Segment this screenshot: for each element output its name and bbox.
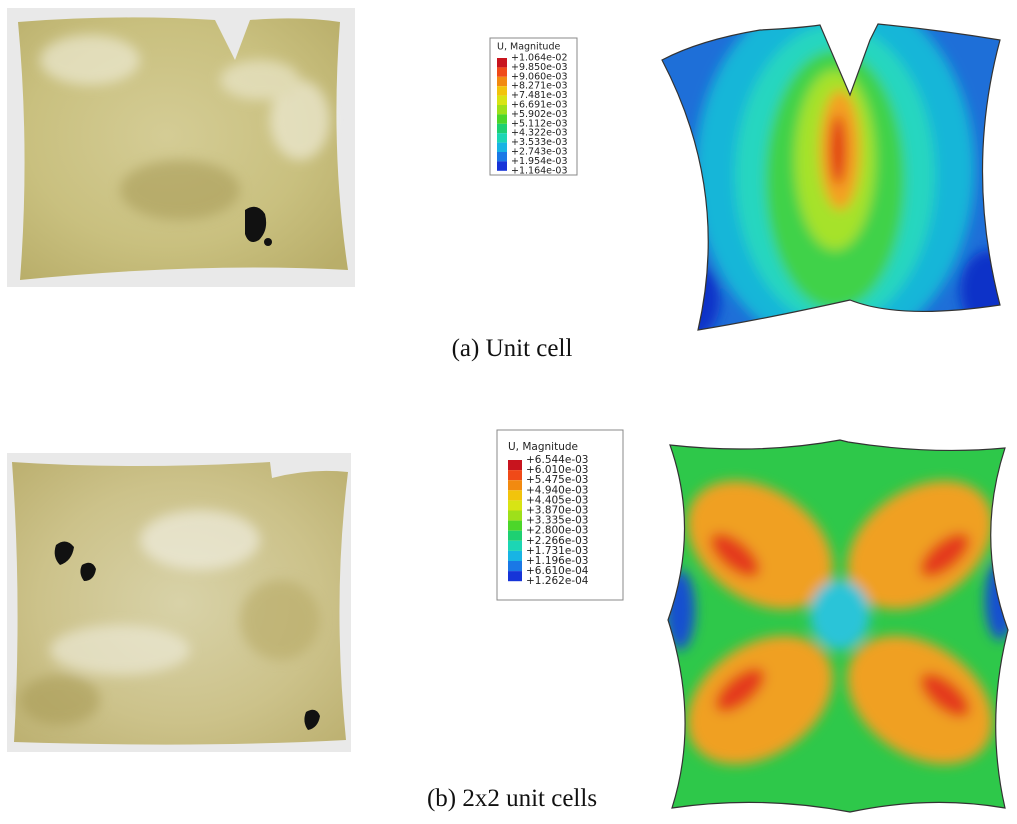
legend-label: +1.164e-03 xyxy=(511,165,568,176)
specimen-photo xyxy=(7,453,351,752)
figure: (a) Unit cell (b) 2x2 unit cells U, Magn… xyxy=(0,0,1017,824)
legend-swatch xyxy=(497,58,507,67)
legend-swatch xyxy=(497,161,507,170)
legend-title: U, Magnitude xyxy=(497,42,560,53)
legend-swatch xyxy=(508,511,522,521)
legend-title: U, Magnitude xyxy=(508,441,578,453)
caption: (b) 2x2 unit cells xyxy=(427,785,597,812)
contour-plot xyxy=(660,430,1017,820)
legend-swatch xyxy=(508,500,522,510)
legend-swatch xyxy=(508,571,522,581)
legend-swatch xyxy=(508,460,522,470)
legend-swatch xyxy=(497,143,507,152)
legend-swatch xyxy=(497,133,507,142)
legend-swatch xyxy=(497,96,507,105)
contour-plot xyxy=(650,0,1017,350)
legend-swatch xyxy=(497,86,507,95)
legend-swatch xyxy=(497,124,507,133)
figure-canvas: (a) Unit cell (b) 2x2 unit cells U, Magn… xyxy=(0,0,1017,824)
legend-swatch xyxy=(508,531,522,541)
legend-label: +1.262e-04 xyxy=(526,575,589,587)
legend-swatch xyxy=(508,490,522,500)
legend-swatch xyxy=(508,521,522,531)
legend-swatch xyxy=(508,470,522,480)
legend-swatch xyxy=(497,152,507,161)
legend-swatch xyxy=(508,480,522,490)
legend-swatch xyxy=(497,114,507,123)
legend-swatch xyxy=(508,551,522,561)
legend-swatch xyxy=(497,77,507,86)
legend-swatch xyxy=(497,67,507,76)
specimen-photo xyxy=(7,8,355,287)
legend-swatch xyxy=(497,105,507,114)
legend-swatch xyxy=(508,561,522,571)
caption: (a) Unit cell xyxy=(452,335,573,362)
legend-swatch xyxy=(508,541,522,551)
